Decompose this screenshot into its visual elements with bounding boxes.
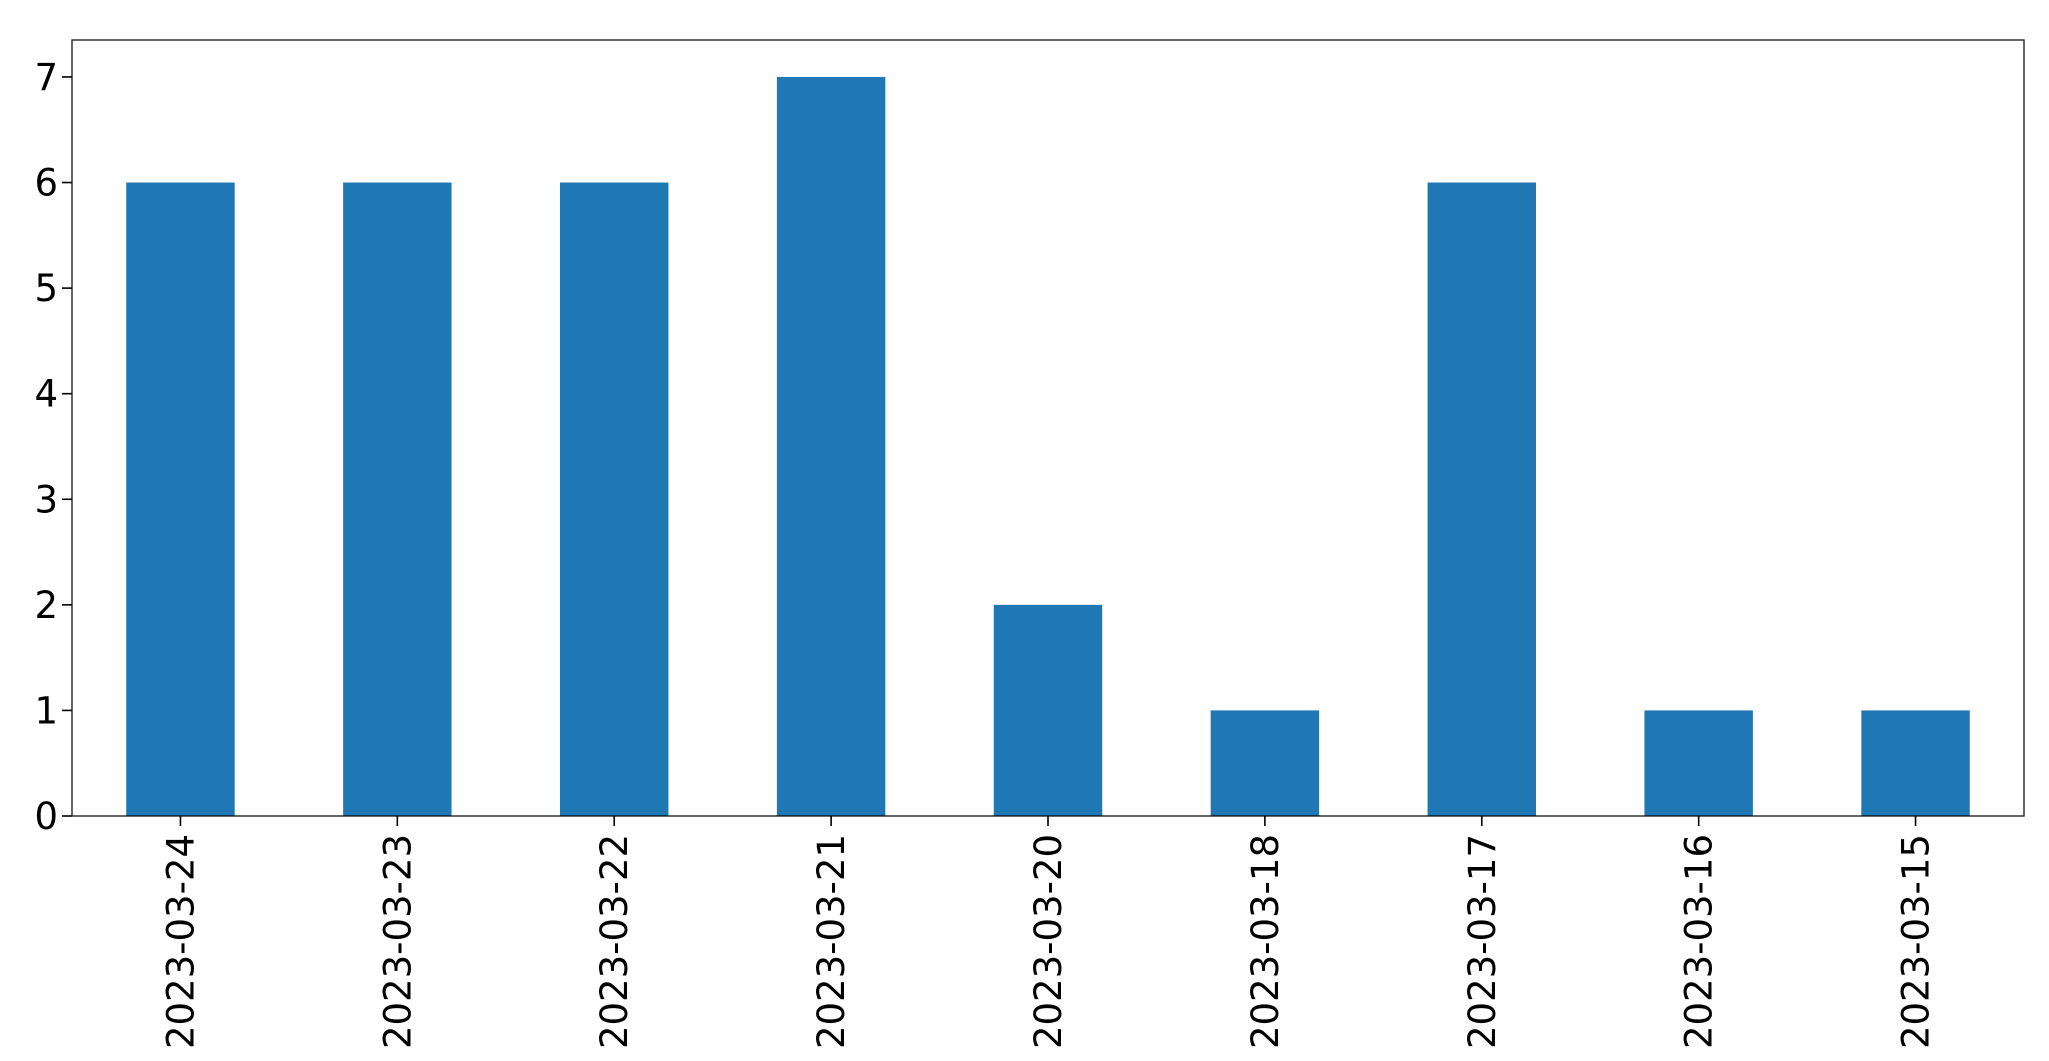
bar-2023-03-17 <box>1427 182 1536 816</box>
y-tick-label: 1 <box>34 689 58 732</box>
bar-2023-03-20 <box>993 604 1103 816</box>
bar-2023-03-21 <box>776 76 886 816</box>
y-tick-label: 5 <box>34 267 58 310</box>
plot-area-frame <box>71 39 2025 817</box>
x-tick-label: 2023-03-22 <box>593 834 636 1049</box>
y-tick-label: 4 <box>34 373 58 416</box>
bar-2023-03-15 <box>1861 710 1970 816</box>
bar-2023-03-18 <box>1210 710 1320 816</box>
x-tick-label: 2023-03-18 <box>1244 834 1287 1049</box>
bar-2023-03-24 <box>126 182 235 816</box>
y-tick-label: 7 <box>34 56 58 99</box>
bar-2023-03-16 <box>1644 710 1753 816</box>
ticks-layer: 2023-03-24 2023-03-23 2023-03-22 2023-03-21… <box>34 56 1937 1049</box>
x-tick-label: 2023-03-15 <box>1895 834 1938 1049</box>
bars-layer <box>126 76 1970 816</box>
y-tick-label: 2 <box>34 584 58 627</box>
x-tick-label: 2023-03-16 <box>1678 834 1721 1049</box>
x-tick-label: 2023-03-23 <box>376 834 419 1049</box>
x-tick-label: 2023-03-17 <box>1461 834 1504 1049</box>
bar-2023-03-22 <box>560 182 669 816</box>
y-tick-label: 0 <box>34 795 58 838</box>
y-tick-label: 6 <box>34 162 58 205</box>
bar-2023-03-23 <box>343 182 452 816</box>
x-tick-label: 2023-03-20 <box>1027 834 1070 1049</box>
x-tick-label: 2023-03-21 <box>810 834 853 1049</box>
x-tick-label: 2023-03-24 <box>159 834 202 1049</box>
y-tick-label: 3 <box>34 478 58 521</box>
